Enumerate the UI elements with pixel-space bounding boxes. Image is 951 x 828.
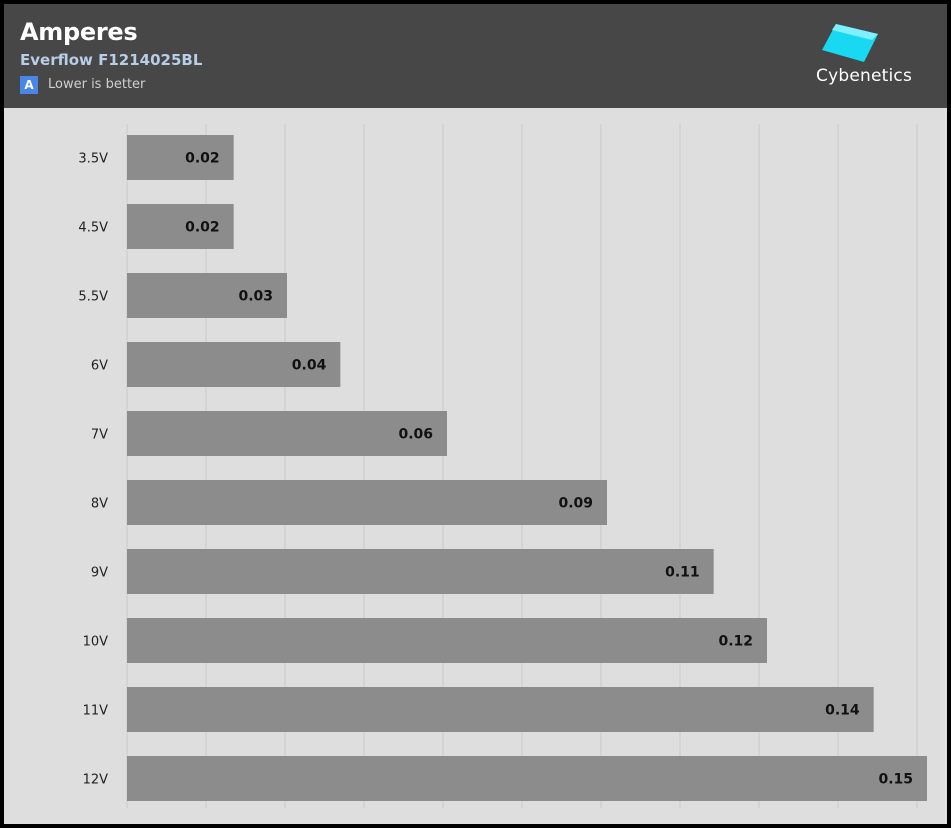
chart-title: Amperes — [20, 18, 138, 46]
logo-icon — [822, 24, 878, 62]
bar — [127, 618, 767, 663]
category-tick-label: 9V — [91, 566, 108, 581]
bar-value-label: 0.12 — [718, 634, 753, 650]
category-tick-label: 6V — [91, 359, 108, 374]
bar-value-label: 0.06 — [398, 427, 433, 443]
chart-frame: Amperes Everflow F1214025BL A Lower is b… — [4, 4, 947, 824]
bar — [127, 480, 607, 525]
bar-value-label: 0.02 — [185, 220, 220, 236]
bar-chart: 3.5V 0.02 4.5V 0.02 5.5V 0.03 6V 0.04 7V 0.06 8V 0.… — [78, 124, 927, 808]
category-tick-label: 5.5V — [78, 290, 108, 305]
bar-value-label: 0.15 — [878, 772, 913, 788]
bar — [127, 204, 234, 249]
category-tick-label: 3.5V — [78, 152, 108, 167]
logo-text: Cybenetics — [816, 66, 913, 86]
category-tick-label: 8V — [91, 497, 108, 512]
category-tick-label: 4.5V — [78, 221, 108, 236]
bar — [127, 342, 341, 387]
note-badge: A — [20, 76, 38, 94]
category-tick-label: 7V — [91, 428, 108, 443]
category-tick-label: 12V — [83, 773, 109, 788]
bars: 3.5V 0.02 4.5V 0.02 5.5V 0.03 6V 0.04 7V 0.06 8V 0.… — [78, 135, 927, 801]
bar — [127, 135, 234, 180]
bar — [127, 273, 287, 318]
chart-header: Amperes Everflow F1214025BL A Lower is b… — [4, 4, 947, 108]
note-text: Lower is better — [48, 77, 146, 92]
bar-value-label: 0.03 — [238, 289, 273, 305]
chart-subtitle: Everflow F1214025BL — [20, 51, 203, 69]
bar-value-label: 0.14 — [825, 703, 860, 719]
cybenetics-logo: Cybenetics — [816, 20, 916, 90]
bar-value-label: 0.11 — [665, 565, 700, 581]
category-tick-label: 11V — [83, 704, 109, 719]
bar-value-label: 0.09 — [558, 496, 593, 512]
bar-value-label: 0.04 — [292, 358, 327, 374]
bar-value-label: 0.02 — [185, 151, 220, 167]
bar — [127, 756, 927, 801]
category-tick-label: 10V — [83, 635, 109, 650]
bar — [127, 549, 714, 594]
bar — [127, 687, 874, 732]
bar — [127, 411, 447, 456]
